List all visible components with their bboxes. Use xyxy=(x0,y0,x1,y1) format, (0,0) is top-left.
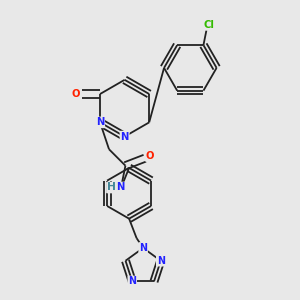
Text: N: N xyxy=(157,256,165,266)
Text: N: N xyxy=(128,276,136,286)
Text: O: O xyxy=(146,151,154,161)
Text: Cl: Cl xyxy=(203,20,214,30)
Text: N: N xyxy=(139,243,147,253)
Text: N: N xyxy=(96,117,104,128)
Text: N: N xyxy=(120,132,129,142)
Text: O: O xyxy=(72,89,80,99)
Text: N: N xyxy=(116,182,124,193)
Text: H: H xyxy=(107,182,116,193)
